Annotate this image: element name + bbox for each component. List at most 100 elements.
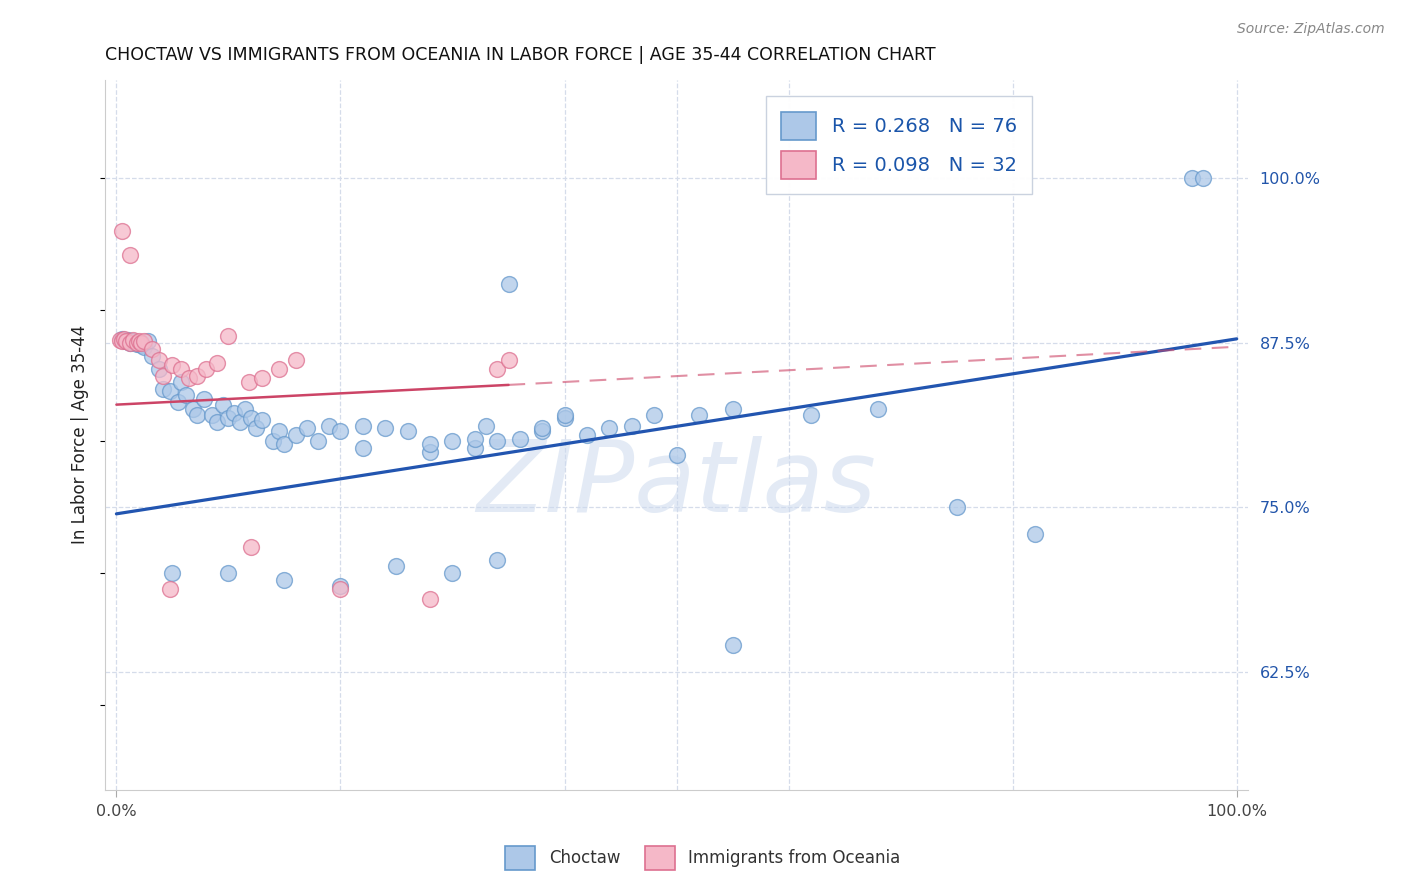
- Point: [193, 392, 215, 407]
- Point: [201, 408, 224, 422]
- Point: [554, 408, 576, 422]
- Point: [239, 410, 262, 425]
- Point: [114, 334, 136, 349]
- Point: [284, 352, 307, 367]
- Point: [267, 362, 290, 376]
- Point: [800, 408, 823, 422]
- Point: [441, 566, 464, 580]
- Point: [179, 371, 201, 385]
- Point: [238, 376, 260, 390]
- Point: [207, 355, 229, 369]
- Point: [211, 398, 233, 412]
- Point: [374, 421, 396, 435]
- Point: [250, 413, 273, 427]
- Point: [125, 337, 148, 351]
- Y-axis label: In Labor Force | Age 35-44: In Labor Force | Age 35-44: [72, 326, 89, 544]
- Point: [167, 395, 190, 409]
- Point: [148, 352, 170, 367]
- Point: [419, 592, 441, 607]
- Point: [267, 424, 290, 438]
- Point: [195, 362, 218, 376]
- Point: [531, 424, 554, 438]
- Point: [122, 334, 145, 349]
- Legend: R = 0.268   N = 76, R = 0.098   N = 32: R = 0.268 N = 76, R = 0.098 N = 32: [766, 96, 1032, 194]
- Point: [117, 333, 139, 347]
- Point: [307, 434, 329, 449]
- Point: [1181, 171, 1204, 186]
- Point: [531, 421, 554, 435]
- Point: [111, 334, 134, 349]
- Point: [217, 566, 239, 580]
- Point: [186, 408, 208, 422]
- Point: [318, 418, 340, 433]
- Point: [945, 500, 967, 515]
- Text: ZIPatlas: ZIPatlas: [477, 436, 876, 533]
- Point: [250, 371, 273, 385]
- Point: [486, 553, 509, 567]
- Point: [441, 434, 464, 449]
- Point: [486, 434, 509, 449]
- Point: [162, 358, 184, 372]
- Legend: Choctaw, Immigrants from Oceania: Choctaw, Immigrants from Oceania: [499, 839, 907, 877]
- Point: [262, 434, 284, 449]
- Point: [129, 338, 152, 352]
- Point: [174, 388, 197, 402]
- Point: [385, 559, 408, 574]
- Point: [475, 418, 498, 433]
- Point: [159, 384, 181, 399]
- Point: [329, 424, 352, 438]
- Point: [118, 335, 141, 350]
- Point: [228, 415, 250, 429]
- Point: [125, 335, 148, 350]
- Point: [136, 334, 159, 349]
- Point: [352, 441, 374, 455]
- Point: [181, 401, 204, 416]
- Point: [186, 368, 208, 383]
- Point: [498, 277, 520, 291]
- Point: [273, 573, 295, 587]
- Point: [152, 382, 174, 396]
- Point: [284, 428, 307, 442]
- Point: [464, 441, 486, 455]
- Point: [868, 401, 890, 416]
- Text: CHOCTAW VS IMMIGRANTS FROM OCEANIA IN LABOR FORCE | AGE 35-44 CORRELATION CHART: CHOCTAW VS IMMIGRANTS FROM OCEANIA IN LA…: [105, 46, 936, 64]
- Point: [134, 334, 156, 349]
- Point: [245, 421, 267, 435]
- Point: [118, 247, 141, 261]
- Point: [1192, 171, 1215, 186]
- Point: [152, 368, 174, 383]
- Point: [217, 410, 239, 425]
- Point: [721, 401, 744, 416]
- Point: [688, 408, 710, 422]
- Point: [575, 428, 598, 442]
- Point: [217, 329, 239, 343]
- Point: [162, 566, 184, 580]
- Point: [498, 352, 520, 367]
- Point: [1024, 526, 1046, 541]
- Point: [329, 582, 352, 596]
- Point: [509, 432, 531, 446]
- Text: Source: ZipAtlas.com: Source: ZipAtlas.com: [1237, 22, 1385, 37]
- Point: [148, 362, 170, 376]
- Point: [486, 362, 509, 376]
- Point: [295, 421, 318, 435]
- Point: [141, 349, 163, 363]
- Point: [643, 408, 665, 422]
- Point: [129, 335, 152, 350]
- Point: [273, 437, 295, 451]
- Point: [134, 340, 156, 354]
- Point: [222, 405, 245, 419]
- Point: [170, 376, 193, 390]
- Point: [115, 334, 138, 349]
- Point: [170, 362, 193, 376]
- Point: [329, 579, 352, 593]
- Point: [419, 437, 441, 451]
- Point: [239, 540, 262, 554]
- Point: [111, 224, 134, 238]
- Point: [464, 432, 486, 446]
- Point: [111, 332, 134, 346]
- Point: [620, 418, 643, 433]
- Point: [207, 415, 229, 429]
- Point: [141, 343, 163, 357]
- Point: [598, 421, 620, 435]
